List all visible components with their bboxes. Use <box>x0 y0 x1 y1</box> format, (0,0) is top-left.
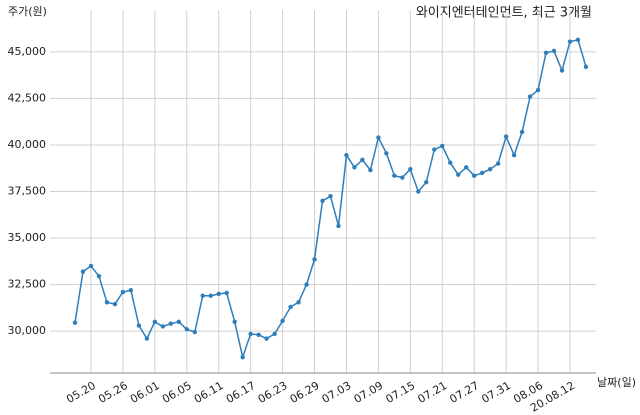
point <box>184 327 189 332</box>
point <box>280 318 285 324</box>
x-tick-label: 07.03 <box>320 379 354 406</box>
point <box>440 143 445 149</box>
point <box>456 172 461 177</box>
point <box>527 94 533 99</box>
point <box>88 263 94 269</box>
x-tick-label: 06.17 <box>224 379 258 406</box>
point <box>104 300 110 305</box>
point <box>432 147 437 152</box>
x-tick-label: 06.05 <box>160 379 194 406</box>
point <box>200 293 205 298</box>
x-tick-label: 07.15 <box>384 379 418 406</box>
point <box>176 319 181 325</box>
point <box>408 166 413 172</box>
point <box>344 153 349 158</box>
point <box>551 48 557 54</box>
x-axis-label: 날짜(일) <box>597 375 636 389</box>
point <box>328 193 333 199</box>
point <box>471 173 477 178</box>
line <box>74 38 587 360</box>
point <box>448 160 453 165</box>
point <box>320 198 325 204</box>
point <box>224 290 229 296</box>
point <box>120 289 126 295</box>
point <box>240 354 245 360</box>
point <box>192 329 197 335</box>
x-tick-label: 07.31 <box>479 379 513 406</box>
point <box>160 324 166 329</box>
point <box>416 189 421 194</box>
point <box>519 129 525 135</box>
x-tick-label: 07.27 <box>447 379 481 406</box>
point <box>152 319 158 325</box>
point <box>248 331 253 337</box>
point <box>376 135 381 140</box>
x-tick-label: 06.11 <box>192 379 226 406</box>
point <box>312 257 317 262</box>
point <box>304 282 309 287</box>
y-tick-label: 32,500 <box>8 278 47 291</box>
point <box>583 64 589 69</box>
point <box>535 87 541 93</box>
point <box>567 39 573 44</box>
point <box>559 68 565 73</box>
point <box>80 269 86 274</box>
point <box>232 319 237 325</box>
point <box>296 300 301 305</box>
point <box>487 166 493 172</box>
point <box>272 331 277 337</box>
chart-title: 와이지엔터테인먼트, 최근 3개월 <box>416 6 592 21</box>
point <box>511 153 517 158</box>
point <box>216 291 221 297</box>
point <box>464 165 469 170</box>
point <box>384 151 389 156</box>
point <box>136 323 142 328</box>
point <box>336 223 341 229</box>
point <box>543 50 549 56</box>
y-tick-label: 35,000 <box>8 231 47 244</box>
x-tick-label: 05.20 <box>64 379 98 406</box>
point <box>368 167 373 173</box>
point <box>208 293 213 298</box>
point <box>72 320 78 325</box>
x-tick-label: 06.29 <box>288 379 322 406</box>
point <box>352 165 357 170</box>
x-tick-label: 06.23 <box>256 379 290 406</box>
point <box>144 336 150 341</box>
point <box>479 170 485 176</box>
point <box>392 173 397 178</box>
point <box>360 157 365 163</box>
point <box>128 287 134 293</box>
point <box>495 161 501 166</box>
point <box>424 179 429 185</box>
x-tick-label: 07.09 <box>352 379 386 406</box>
point <box>256 332 261 338</box>
point <box>575 37 581 42</box>
y-tick-label: 30,000 <box>8 324 47 337</box>
y-tick-label: 45,000 <box>8 45 47 58</box>
point <box>264 336 269 341</box>
point <box>112 301 118 307</box>
x-tick-label: 05.26 <box>96 379 130 406</box>
y-axis-label: 주가(원) <box>8 5 47 18</box>
point <box>96 274 102 279</box>
y-tick-label: 40,000 <box>8 138 47 151</box>
x-tick-label: 06.01 <box>128 379 162 406</box>
point <box>288 304 293 310</box>
x-tick-label: 07.21 <box>415 379 449 406</box>
y-tick-label: 42,500 <box>8 91 47 104</box>
point <box>503 134 509 139</box>
point <box>400 175 405 180</box>
y-tick-label: 37,500 <box>8 185 47 198</box>
point <box>168 321 174 326</box>
